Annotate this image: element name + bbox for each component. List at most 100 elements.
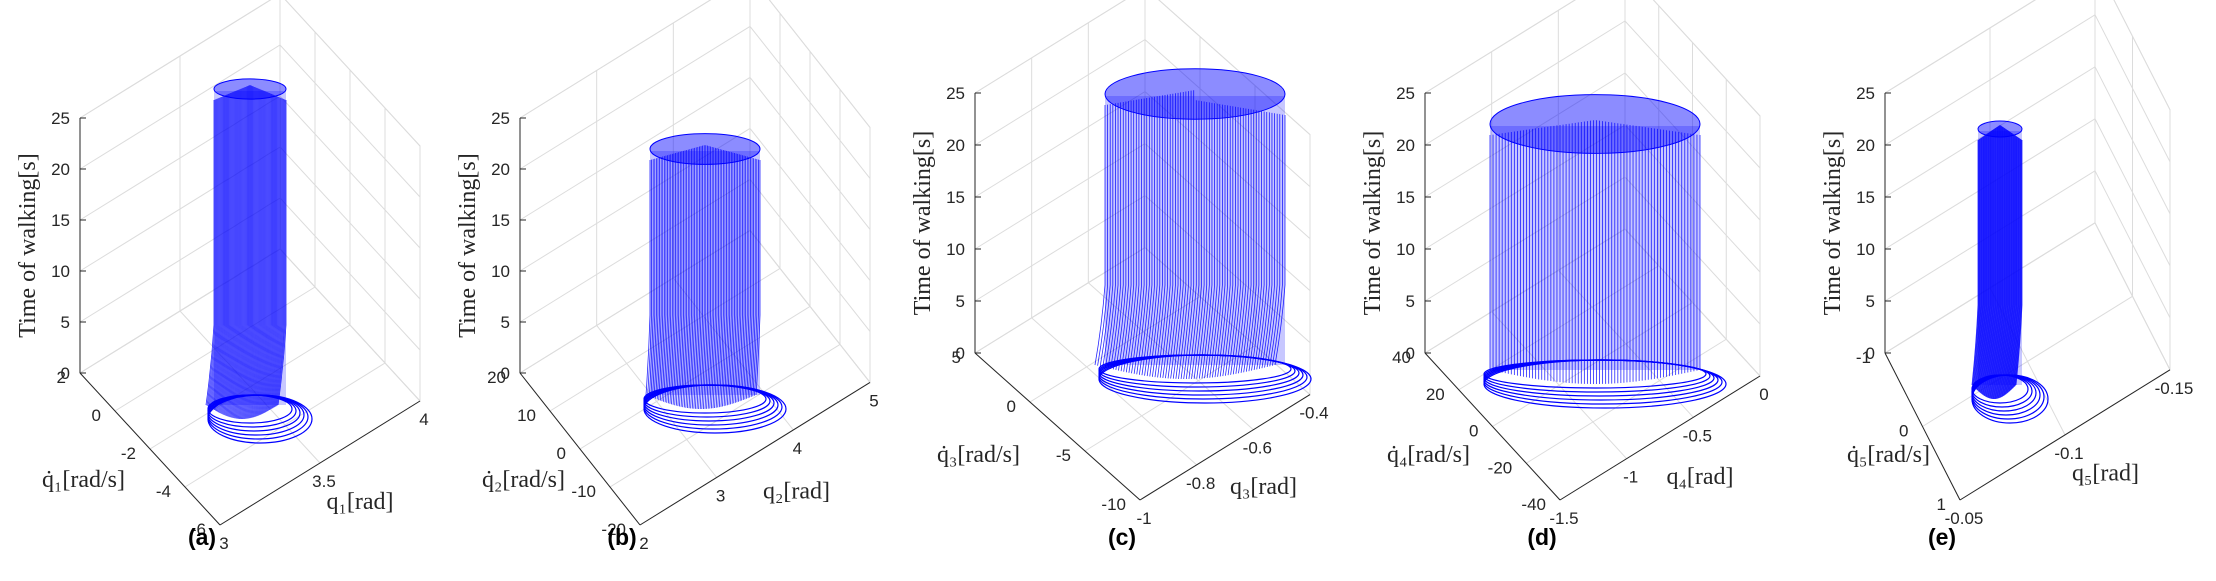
trajectory-line <box>656 156 662 400</box>
trajectory-line <box>1999 129 2007 398</box>
trajectory-line <box>754 159 759 396</box>
trajectory-line <box>1976 136 1984 391</box>
trajectory-line <box>734 154 740 403</box>
trajectory-line <box>1217 105 1229 377</box>
trajectory-line <box>1988 128 1996 399</box>
trajectory-line <box>1983 132 1990 396</box>
trajectory-line <box>228 90 238 417</box>
trajectory-loop <box>1098 354 1312 404</box>
trajectory-line <box>1227 107 1239 376</box>
trajectory-line <box>1180 90 1192 380</box>
trajectory-line <box>1264 113 1275 368</box>
x-axis-label: q₃[rad] <box>1230 474 1297 500</box>
trajectory-line <box>1172 91 1184 379</box>
trajectory-line <box>268 96 278 411</box>
x-tick-label: -1 <box>1623 468 1638 487</box>
x-tick-label: 4 <box>793 439 802 458</box>
trajectory-line <box>1136 98 1148 375</box>
trajectory-line <box>1162 93 1174 379</box>
trajectory-line <box>1994 125 2002 399</box>
y-tick-label: 10 <box>517 406 536 425</box>
y-tick-label: -10 <box>571 482 596 501</box>
trajectory-line <box>1992 125 2000 399</box>
z-tick-label: 10 <box>491 262 510 281</box>
trajectory-line <box>655 157 660 399</box>
surface-plot <box>643 133 787 434</box>
z-gridline <box>1884 66 2171 215</box>
y-tick-label: -10 <box>1101 495 1126 514</box>
trajectory-line <box>1230 107 1242 375</box>
trajectory-line <box>704 146 710 409</box>
trajectory-line <box>1984 131 1992 397</box>
trajectory-line <box>1245 110 1257 372</box>
trajectory-line <box>706 146 711 409</box>
trajectory-line <box>1188 100 1200 380</box>
y-tick-label: -1 <box>1856 348 1871 367</box>
trajectory-line <box>1175 91 1187 379</box>
z-tick-label: 15 <box>1396 188 1415 207</box>
trajectory-line <box>1105 103 1116 368</box>
trajectory-line <box>225 91 235 416</box>
trajectory-line <box>261 93 271 414</box>
x-tick-label: -0.4 <box>1299 404 1328 423</box>
trajectory-line <box>730 153 735 405</box>
trajectory-line <box>235 87 245 419</box>
z-tick-label: 5 <box>61 313 70 332</box>
trajectory-line <box>722 150 727 407</box>
x-tick-label: 3 <box>219 534 228 553</box>
trajectory-line <box>254 90 264 417</box>
trajectory-line <box>272 97 282 409</box>
trajectory-line <box>1151 95 1163 377</box>
x-axis-label: q₅[rad] <box>2072 460 2139 486</box>
x-tick-label: -0.6 <box>1243 439 1272 458</box>
trajectory-line <box>237 86 247 419</box>
trajectory-line <box>1178 91 1189 379</box>
trajectory-line <box>265 94 274 413</box>
surface-plot <box>1483 94 1727 409</box>
z-tick-label: 25 <box>51 109 70 128</box>
trajectory-line <box>648 159 654 397</box>
trajectory-line <box>240 85 249 420</box>
trajectory-line <box>2011 136 2018 390</box>
z-tick-label: 5 <box>501 313 510 332</box>
trajectory-line <box>205 100 215 406</box>
x-tick-label: -0.15 <box>2155 379 2194 398</box>
trajectory-line <box>674 152 680 406</box>
surface-body <box>650 151 760 395</box>
trajectory-line <box>1094 105 1106 366</box>
trajectory-line <box>685 149 691 408</box>
x-axis-label: q₂[rad] <box>763 479 830 505</box>
trajectory-line <box>2000 129 2008 398</box>
trajectory-line <box>2007 134 2015 393</box>
y-tick-label: 20 <box>1426 385 1445 404</box>
trajectory-line <box>208 98 218 407</box>
trajectory-line <box>1974 138 1981 388</box>
y-tick-label: -20 <box>601 520 626 539</box>
floor-gridline <box>279 248 421 402</box>
trajectory-line <box>1997 127 2004 399</box>
z-tick-label: 0 <box>501 364 510 383</box>
y-tick-label: -20 <box>1488 458 1513 477</box>
trajectory-line <box>728 152 734 405</box>
trajectory-line <box>259 92 269 415</box>
x-axis-line <box>1139 394 1311 501</box>
trajectory-line <box>264 94 273 413</box>
trajectory-line <box>702 145 708 409</box>
trajectory-line <box>1990 126 1998 399</box>
floor-gridline <box>1029 296 1201 403</box>
trajectory-line <box>269 96 279 411</box>
x-tick-label: -0.8 <box>1186 474 1215 493</box>
z-tick-label: 0 <box>1866 344 1875 363</box>
z-axis-label: Time of walking[s] <box>1360 131 1386 315</box>
trajectory-line <box>1243 109 1255 373</box>
trajectory-line <box>1984 130 1992 397</box>
z-tick-label: 25 <box>491 109 510 128</box>
x-axis-label: q₁[rad] <box>327 489 394 515</box>
surface-body <box>1978 131 2022 385</box>
z-tick-label: 20 <box>1856 136 1875 155</box>
surface-top-cap <box>649 133 761 165</box>
panel-label: (c) <box>1108 524 1136 550</box>
trajectory-line <box>712 148 718 409</box>
trajectory-line <box>252 89 262 418</box>
trajectory-line <box>650 158 656 397</box>
